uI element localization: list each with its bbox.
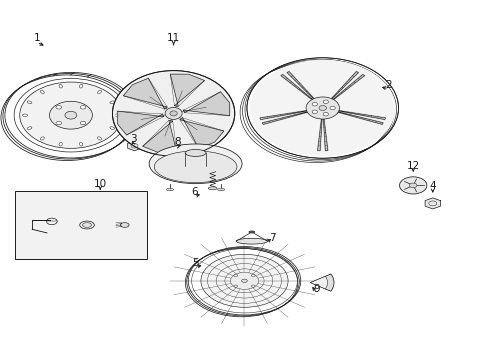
- Ellipse shape: [80, 143, 82, 146]
- Text: 6: 6: [190, 187, 197, 197]
- Text: 7: 7: [269, 233, 276, 243]
- Ellipse shape: [27, 127, 32, 129]
- Ellipse shape: [56, 121, 61, 125]
- Ellipse shape: [110, 101, 114, 104]
- Ellipse shape: [201, 254, 287, 307]
- Text: 3: 3: [129, 134, 136, 144]
- Polygon shape: [123, 78, 167, 109]
- Ellipse shape: [80, 85, 82, 88]
- Text: 12: 12: [406, 161, 419, 171]
- Ellipse shape: [80, 221, 94, 229]
- Ellipse shape: [323, 112, 328, 116]
- Ellipse shape: [408, 183, 416, 188]
- Ellipse shape: [166, 188, 173, 191]
- Ellipse shape: [233, 285, 237, 287]
- Polygon shape: [331, 75, 364, 100]
- Ellipse shape: [241, 279, 247, 283]
- Ellipse shape: [112, 71, 234, 156]
- Polygon shape: [142, 120, 177, 153]
- Polygon shape: [198, 170, 212, 177]
- Ellipse shape: [40, 90, 44, 94]
- Ellipse shape: [311, 102, 317, 106]
- Polygon shape: [424, 198, 440, 209]
- Ellipse shape: [323, 100, 328, 104]
- Polygon shape: [262, 112, 308, 125]
- Ellipse shape: [20, 82, 122, 148]
- Ellipse shape: [149, 144, 242, 184]
- Text: 8: 8: [174, 137, 181, 147]
- Polygon shape: [170, 74, 204, 107]
- Polygon shape: [127, 141, 141, 151]
- Ellipse shape: [80, 105, 86, 109]
- Ellipse shape: [110, 127, 114, 129]
- Text: 1: 1: [33, 33, 40, 43]
- Ellipse shape: [251, 274, 255, 276]
- Ellipse shape: [65, 111, 77, 119]
- Ellipse shape: [97, 90, 102, 94]
- Text: 4: 4: [428, 181, 435, 192]
- Ellipse shape: [233, 274, 237, 276]
- Ellipse shape: [236, 238, 267, 244]
- Polygon shape: [212, 170, 227, 177]
- Ellipse shape: [49, 101, 92, 129]
- Ellipse shape: [164, 107, 182, 120]
- Ellipse shape: [399, 177, 426, 194]
- Ellipse shape: [27, 101, 32, 104]
- Ellipse shape: [114, 114, 119, 116]
- Text: 10: 10: [94, 179, 106, 189]
- Polygon shape: [323, 118, 327, 150]
- Ellipse shape: [59, 85, 62, 88]
- Ellipse shape: [251, 285, 255, 287]
- Ellipse shape: [305, 97, 339, 119]
- Ellipse shape: [154, 151, 237, 183]
- Ellipse shape: [185, 149, 205, 156]
- Ellipse shape: [311, 110, 317, 114]
- Polygon shape: [337, 110, 385, 120]
- Ellipse shape: [59, 143, 62, 146]
- Wedge shape: [310, 274, 333, 291]
- Ellipse shape: [248, 231, 254, 233]
- Bar: [15, 191, 146, 259]
- Polygon shape: [336, 112, 383, 125]
- Polygon shape: [330, 72, 358, 100]
- Ellipse shape: [120, 222, 129, 228]
- Ellipse shape: [40, 137, 44, 140]
- Polygon shape: [180, 118, 224, 149]
- Ellipse shape: [329, 106, 335, 110]
- Polygon shape: [280, 75, 313, 100]
- Text: 2: 2: [385, 80, 391, 90]
- Ellipse shape: [170, 111, 177, 116]
- Wedge shape: [310, 276, 327, 289]
- Ellipse shape: [56, 105, 61, 109]
- Polygon shape: [317, 118, 322, 150]
- Polygon shape: [260, 110, 307, 120]
- Ellipse shape: [208, 187, 217, 190]
- Text: 5: 5: [192, 258, 199, 268]
- Polygon shape: [183, 92, 229, 116]
- Polygon shape: [286, 72, 314, 100]
- Text: 11: 11: [166, 33, 180, 43]
- Ellipse shape: [22, 114, 27, 116]
- Ellipse shape: [249, 60, 395, 156]
- Ellipse shape: [209, 172, 215, 175]
- Ellipse shape: [97, 137, 102, 140]
- Polygon shape: [117, 111, 163, 135]
- Ellipse shape: [80, 121, 86, 125]
- Ellipse shape: [217, 188, 224, 191]
- Ellipse shape: [318, 105, 326, 111]
- Ellipse shape: [230, 272, 258, 289]
- Text: 9: 9: [313, 284, 320, 294]
